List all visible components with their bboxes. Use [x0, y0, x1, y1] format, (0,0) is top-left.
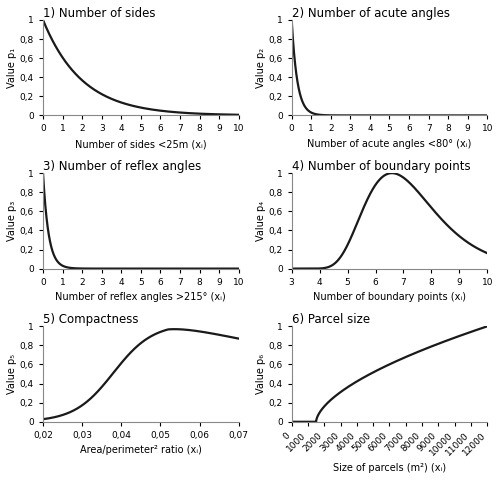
Text: 6) Parcel size: 6) Parcel size: [292, 313, 370, 326]
Y-axis label: Value p₆: Value p₆: [256, 354, 266, 394]
X-axis label: Number of sides <25m (xᵢ): Number of sides <25m (xᵢ): [75, 139, 206, 149]
X-axis label: Number of acute angles <80° (xᵢ): Number of acute angles <80° (xᵢ): [308, 139, 472, 149]
X-axis label: Number of reflex angles >215° (xᵢ): Number of reflex angles >215° (xᵢ): [56, 292, 226, 302]
X-axis label: Size of parcels (m²) (xᵢ): Size of parcels (m²) (xᵢ): [333, 463, 446, 473]
Text: 2) Number of acute angles: 2) Number of acute angles: [292, 7, 450, 20]
Text: 1) Number of sides: 1) Number of sides: [43, 7, 156, 20]
Text: 3) Number of reflex angles: 3) Number of reflex angles: [43, 160, 201, 173]
Y-axis label: Value p₂: Value p₂: [256, 48, 266, 88]
X-axis label: Area/perimeter² ratio (xᵢ): Area/perimeter² ratio (xᵢ): [80, 445, 202, 456]
Text: 5) Compactness: 5) Compactness: [43, 313, 138, 326]
Text: 4) Number of boundary points: 4) Number of boundary points: [292, 160, 470, 173]
Y-axis label: Value p₃: Value p₃: [7, 201, 17, 241]
Y-axis label: Value p₁: Value p₁: [7, 48, 17, 88]
Y-axis label: Value p₅: Value p₅: [7, 354, 17, 394]
X-axis label: Number of boundary points (xᵢ): Number of boundary points (xᵢ): [313, 292, 466, 302]
Y-axis label: Value p₄: Value p₄: [256, 201, 266, 241]
